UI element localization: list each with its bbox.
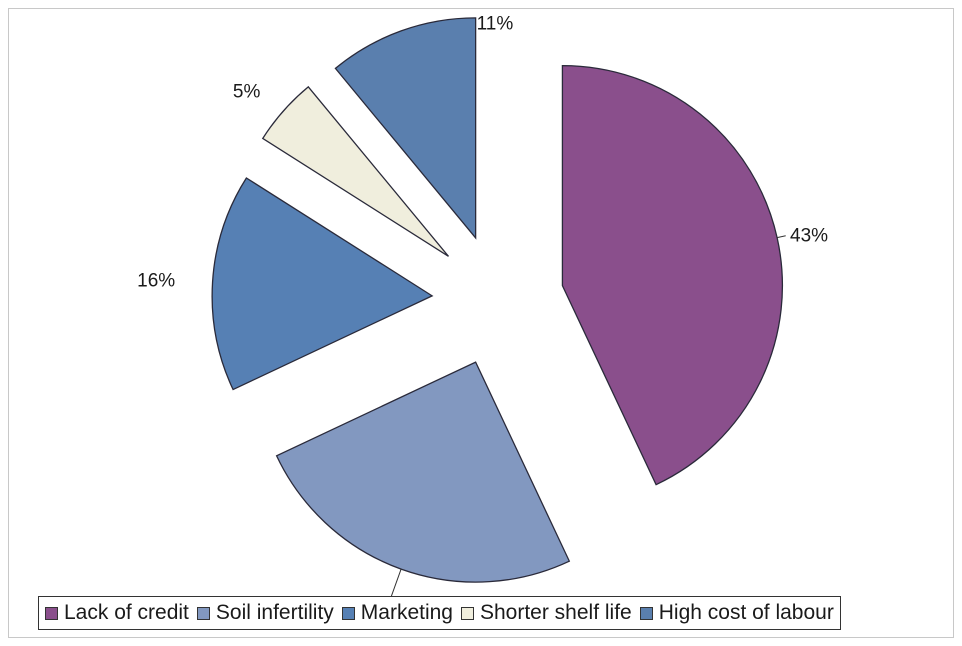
legend-swatch [45,606,58,620]
data-label-shorter-shelf-life: 5% [233,82,261,103]
pie-slice-high-cost-of-labour [334,17,477,240]
pie-slice-lack-of-credit [561,64,783,486]
leader-line [390,568,402,599]
data-label-lack-of-credit: 43% [790,226,828,247]
legend-label: Shorter shelf life [479,601,632,624]
legend-swatch [460,606,474,620]
pie-slice-shorter-shelf-life [261,85,449,257]
legend-swatch [341,606,355,620]
pie-slice-marketing [211,177,434,391]
legend-item-soil-infertility: Soil infertility [196,601,334,625]
legend-swatch [639,606,653,620]
legend-label: Soil infertility [215,601,334,624]
legend-item-shorter-shelf-life: Shorter shelf life [460,601,632,625]
legend-item-lack-of-credit: Lack of credit [45,601,189,625]
legend-label: High cost of labour [658,601,834,624]
data-label-high-cost-of-labour: 11% [477,13,514,34]
legend-label: Lack of credit [64,601,189,624]
data-label-marketing: 16% [137,271,175,292]
leader-line [776,235,786,239]
pie-slice-soil-infertility [275,361,571,583]
legend-item-marketing: Marketing [341,601,453,625]
legend: Lack of credit Soil infertility Marketin… [38,596,841,630]
legend-label: Marketing [360,601,453,624]
legend-swatch [196,606,210,620]
legend-item-high-cost-of-labour: High cost of labour [639,601,834,625]
